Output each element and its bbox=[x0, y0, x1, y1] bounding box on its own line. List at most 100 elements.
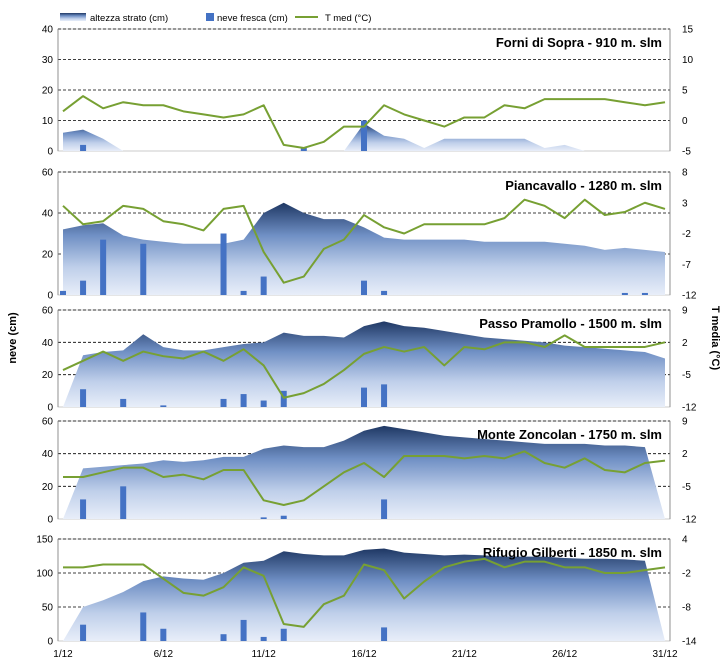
fresh-snow-bar bbox=[381, 627, 388, 641]
x-tick-label: 1/12 bbox=[53, 649, 73, 660]
right-tick-label: 3 bbox=[682, 198, 688, 209]
fresh-snow-bar bbox=[641, 292, 648, 295]
right-tick-label: -8 bbox=[682, 603, 691, 614]
left-tick-label: 40 bbox=[42, 338, 54, 349]
fresh-snow-bar bbox=[220, 634, 227, 641]
x-tick-label: 21/12 bbox=[452, 649, 477, 660]
left-tick-label: 60 bbox=[42, 168, 54, 179]
left-tick-label: 40 bbox=[42, 449, 54, 460]
right-tick-label: 8 bbox=[682, 168, 688, 179]
x-tick-label: 16/12 bbox=[351, 649, 376, 660]
left-tick-label: 60 bbox=[42, 417, 54, 428]
left-tick-label: 30 bbox=[42, 55, 54, 66]
chart-panel-1: 0 10 20 30 40 -5 0 5 10 15 Forni di Sopra - 910 m.… bbox=[42, 25, 694, 158]
fresh-snow-bar bbox=[300, 147, 307, 151]
fresh-snow-bar bbox=[260, 400, 267, 407]
temperature-line bbox=[62, 334, 666, 399]
fresh-snow-bar bbox=[100, 239, 107, 295]
fresh-snow-bar bbox=[160, 405, 167, 407]
left-tick-label: 40 bbox=[42, 25, 54, 36]
fresh-snow-bar bbox=[280, 515, 287, 519]
chart-panel-2: 0 20 40 60 -12 -7 -2 3 8 Piancavallo - 1280 m. sl… bbox=[42, 168, 697, 302]
fresh-snow-bar bbox=[140, 612, 147, 641]
right-tick-label: 2 bbox=[682, 338, 688, 349]
right-tick-label: 4 bbox=[682, 535, 688, 546]
temperature-line bbox=[63, 557, 666, 628]
x-axis: 1/12 6/12 11/12 16/12 21/12 26/12 31/12 bbox=[53, 649, 678, 660]
temperature-line bbox=[63, 450, 666, 506]
legend-swatch-snow-depth bbox=[60, 13, 86, 21]
fresh-snow-bar bbox=[220, 233, 227, 295]
fresh-snow-bar bbox=[381, 499, 388, 519]
x-tick-label: 11/12 bbox=[252, 649, 277, 660]
panel-title: Monte Zoncolan - 1750 m. slm bbox=[477, 427, 662, 442]
fresh-snow-bar bbox=[120, 398, 127, 407]
fresh-snow-bar bbox=[140, 243, 147, 295]
snow-depth-area bbox=[63, 425, 665, 519]
temperature-line bbox=[62, 198, 666, 284]
left-tick-label: 0 bbox=[47, 637, 53, 648]
left-tick-label: 0 bbox=[47, 291, 53, 302]
right-tick-label: 5 bbox=[682, 86, 688, 97]
legend-label-snow-depth: altezza strato (cm) bbox=[90, 13, 168, 24]
legend: altezza strato (cm) neve fresca (cm) T m… bbox=[60, 13, 371, 24]
left-tick-label: 10 bbox=[42, 116, 54, 127]
panel-title: Forni di Sopra - 910 m. slm bbox=[496, 35, 662, 50]
fresh-snow-bar bbox=[381, 384, 388, 407]
right-tick-label: 0 bbox=[682, 116, 688, 127]
fresh-snow-bar bbox=[80, 144, 87, 151]
left-tick-label: 150 bbox=[36, 535, 53, 546]
right-tick-label: -12 bbox=[682, 515, 697, 526]
right-tick-label: -2 bbox=[682, 569, 691, 580]
left-tick-label: 0 bbox=[47, 403, 53, 414]
fresh-snow-bar bbox=[361, 280, 367, 295]
chart-panel-5: 0 50 100 150 -14 -8 -2 4 Rifugio Gilberti - 1850… bbox=[36, 535, 697, 648]
right-tick-label: -7 bbox=[682, 260, 691, 271]
right-tick-label: 9 bbox=[682, 306, 688, 317]
left-tick-label: 20 bbox=[42, 482, 54, 493]
fresh-snow-bar bbox=[621, 292, 628, 295]
temperature-line bbox=[62, 95, 666, 149]
fresh-snow-bar bbox=[260, 276, 267, 295]
fresh-snow-bar bbox=[80, 280, 87, 295]
left-axis-title: neve (cm) bbox=[7, 312, 19, 364]
x-tick-label: 6/12 bbox=[154, 649, 174, 660]
right-axis-title: T media (°C) bbox=[709, 306, 721, 371]
legend-swatch-fresh-snow bbox=[206, 13, 214, 21]
fresh-snow-bar bbox=[361, 120, 367, 151]
x-tick-label: 31/12 bbox=[652, 649, 677, 660]
right-tick-label: 10 bbox=[682, 55, 694, 66]
right-tick-label: -5 bbox=[682, 147, 691, 158]
right-tick-label: -14 bbox=[682, 637, 697, 648]
left-tick-label: 50 bbox=[42, 603, 54, 614]
x-tick-label: 26/12 bbox=[552, 649, 577, 660]
fresh-snow-bar bbox=[80, 624, 87, 641]
fresh-snow-bar bbox=[240, 619, 247, 641]
right-tick-label: -5 bbox=[682, 370, 691, 381]
fresh-snow-bar bbox=[60, 290, 66, 295]
snow-depth-area bbox=[63, 548, 665, 641]
legend-label-fresh-snow: neve fresca (cm) bbox=[217, 13, 288, 24]
left-tick-label: 60 bbox=[42, 306, 54, 317]
fresh-snow-bar bbox=[361, 387, 367, 407]
right-tick-label: 9 bbox=[682, 417, 688, 428]
fresh-snow-bar bbox=[381, 290, 388, 295]
left-tick-label: 20 bbox=[42, 250, 54, 261]
left-tick-label: 0 bbox=[47, 515, 53, 526]
chart-panel-3: 0 20 40 60 -12 -5 2 9 Passo Pramollo - 1500 m. s… bbox=[42, 306, 697, 414]
left-tick-label: 20 bbox=[42, 86, 54, 97]
fresh-snow-bar bbox=[120, 486, 127, 519]
right-tick-label: 2 bbox=[682, 449, 688, 460]
left-tick-label: 0 bbox=[47, 147, 53, 158]
left-tick-label: 40 bbox=[42, 209, 54, 220]
right-tick-label: -5 bbox=[682, 482, 691, 493]
panel-title: Piancavallo - 1280 m. slm bbox=[505, 178, 662, 193]
fresh-snow-bar bbox=[280, 628, 287, 641]
left-tick-label: 20 bbox=[42, 370, 54, 381]
snow-depth-area bbox=[63, 202, 665, 295]
fresh-snow-bar bbox=[160, 628, 167, 641]
fresh-snow-bar bbox=[80, 389, 87, 407]
fresh-snow-bar bbox=[280, 390, 287, 407]
left-tick-label: 100 bbox=[36, 569, 53, 580]
